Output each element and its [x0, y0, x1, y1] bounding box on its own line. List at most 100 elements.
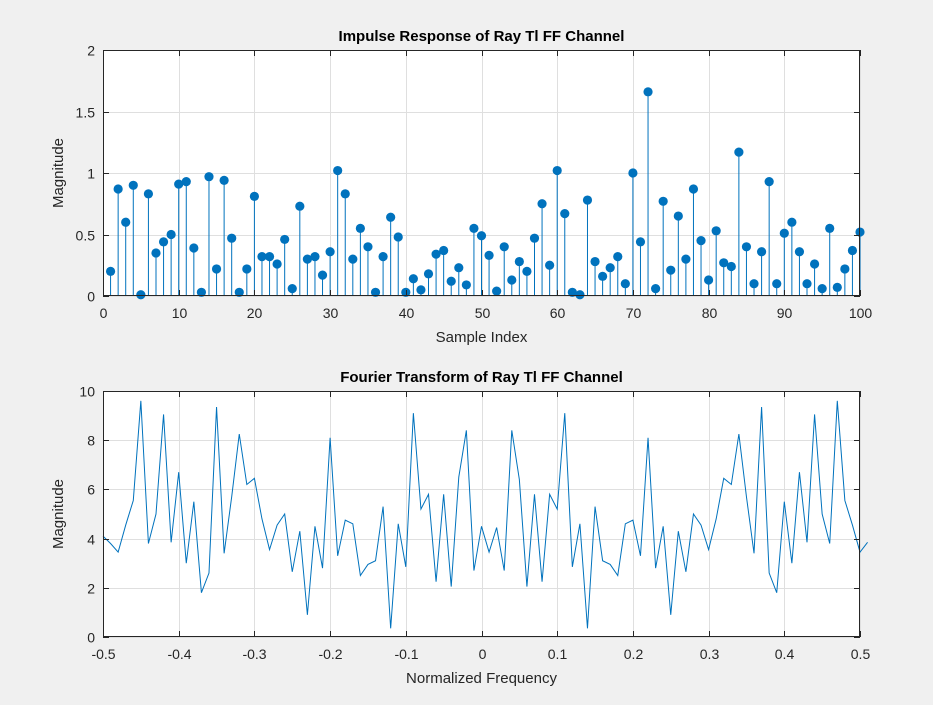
stem-marker [552, 165, 562, 176]
stem-marker [423, 269, 434, 279]
stem-marker [681, 254, 691, 264]
stem-marker [499, 242, 509, 252]
x-tick-label: 70 [626, 305, 642, 321]
stem-marker [832, 282, 842, 292]
stem-marker [567, 287, 577, 297]
y-tick-label: 0 [87, 289, 95, 305]
x-tick-label: 0.5 [851, 646, 871, 662]
stem-marker [431, 249, 441, 259]
axes-background [103, 391, 860, 637]
stem-marker [211, 264, 222, 274]
stem-marker [643, 87, 653, 97]
stem-marker [113, 184, 123, 194]
y-tick-label: 2 [87, 43, 95, 59]
ticks: -0.5 -0.4 -0.3 -0.2 -0.1 0 0.1 0.2 0.3 0.4 0.5 0 2 4 6… [79, 384, 870, 663]
x-tick-label: 0.4 [775, 646, 795, 662]
stem-marker [741, 242, 752, 252]
stem-marker [484, 250, 494, 261]
chart-title: Impulse Response of Ray Tl FF Channel [339, 28, 625, 45]
stem-marker [242, 264, 252, 274]
x-tick-label: 0.1 [548, 646, 568, 662]
stem-marker [416, 285, 426, 295]
x-tick-label: -0.1 [394, 646, 418, 662]
y-axis-label: Magnitude [50, 479, 67, 549]
stem-marker [779, 228, 789, 238]
y-tick-label: 10 [79, 384, 95, 400]
stem-marker [158, 237, 169, 247]
stem-marker [227, 233, 237, 243]
stem-marker [651, 284, 661, 294]
stem-marker [189, 243, 199, 253]
x-tick-label: 40 [399, 305, 415, 321]
x-tick-label: 0 [479, 646, 487, 662]
stem-marker [582, 195, 593, 205]
chart-title: Fourier Transform of Ray Tl FF Channel [340, 369, 623, 386]
stem-marker [257, 252, 267, 262]
stem-marker [287, 284, 297, 294]
stem-marker [439, 245, 449, 256]
spectrum-line [102, 400, 868, 629]
stem-marker [363, 242, 373, 252]
stem-marker [401, 287, 411, 297]
stem-marker [408, 274, 418, 284]
stem-marker [734, 147, 744, 157]
x-tick-label: 0.3 [700, 646, 720, 662]
stem-marker [340, 189, 350, 199]
y-tick-label: 0.5 [76, 228, 96, 244]
stem-marker [295, 201, 305, 211]
stem-marker [476, 231, 487, 241]
y-tick-label: 4 [87, 532, 95, 548]
stem-marker [756, 247, 767, 257]
x-tick-label: 20 [247, 305, 263, 321]
stem-marker [128, 180, 138, 190]
stem-marker [280, 234, 290, 245]
x-tick-label: -0.2 [318, 646, 342, 662]
stem-marker [219, 175, 229, 185]
y-tick-label: 1.5 [76, 105, 96, 121]
stem-marker [764, 177, 774, 187]
stem-marker [598, 271, 608, 281]
stem-marker [794, 247, 805, 257]
stem-marker [529, 233, 540, 243]
stem-marker [386, 212, 396, 222]
stem-marker [545, 260, 555, 270]
stem-marker [461, 280, 471, 290]
stem-marker [749, 279, 759, 289]
stem-marker [393, 232, 403, 242]
stem-marker [325, 247, 335, 257]
stem-marker [673, 211, 683, 221]
stem-marker [787, 217, 797, 227]
stem-marker [355, 223, 365, 233]
stem-marker [560, 208, 570, 219]
stem-marker [514, 256, 524, 267]
stem-marker [492, 286, 502, 296]
y-tick-label: 2 [87, 581, 95, 597]
stem-marker [174, 179, 184, 189]
x-tick-label: -0.5 [91, 646, 115, 662]
x-tick-label: 0.2 [624, 646, 644, 662]
x-tick-label: 100 [849, 305, 873, 321]
stem-marker [249, 191, 259, 201]
stem-marker [264, 252, 275, 262]
stem-marker [809, 259, 820, 269]
x-tick-label: 90 [777, 305, 793, 321]
stem-marker [666, 265, 676, 275]
x-tick-label: 60 [550, 305, 566, 321]
stem-marker [817, 284, 827, 294]
stem-marker [469, 223, 479, 233]
x-tick-label: 0 [100, 305, 108, 321]
stem-marker [181, 177, 191, 187]
stem-marker [136, 290, 146, 300]
stem-marker [196, 287, 207, 297]
stem-marker [166, 229, 176, 240]
stem-marker [719, 258, 729, 268]
stem-marker [234, 287, 244, 297]
stem-marker [802, 279, 812, 289]
stem-marker [772, 279, 782, 289]
stem-marker [121, 217, 131, 227]
stem-marker [507, 275, 517, 285]
y-tick-label: 0 [87, 630, 95, 646]
ticks: 0 10 20 30 40 50 60 70 80 90 100 0 0.5 1 1.5 2 [76, 43, 873, 322]
stem-marker [446, 276, 456, 286]
stem-marker [590, 256, 600, 267]
